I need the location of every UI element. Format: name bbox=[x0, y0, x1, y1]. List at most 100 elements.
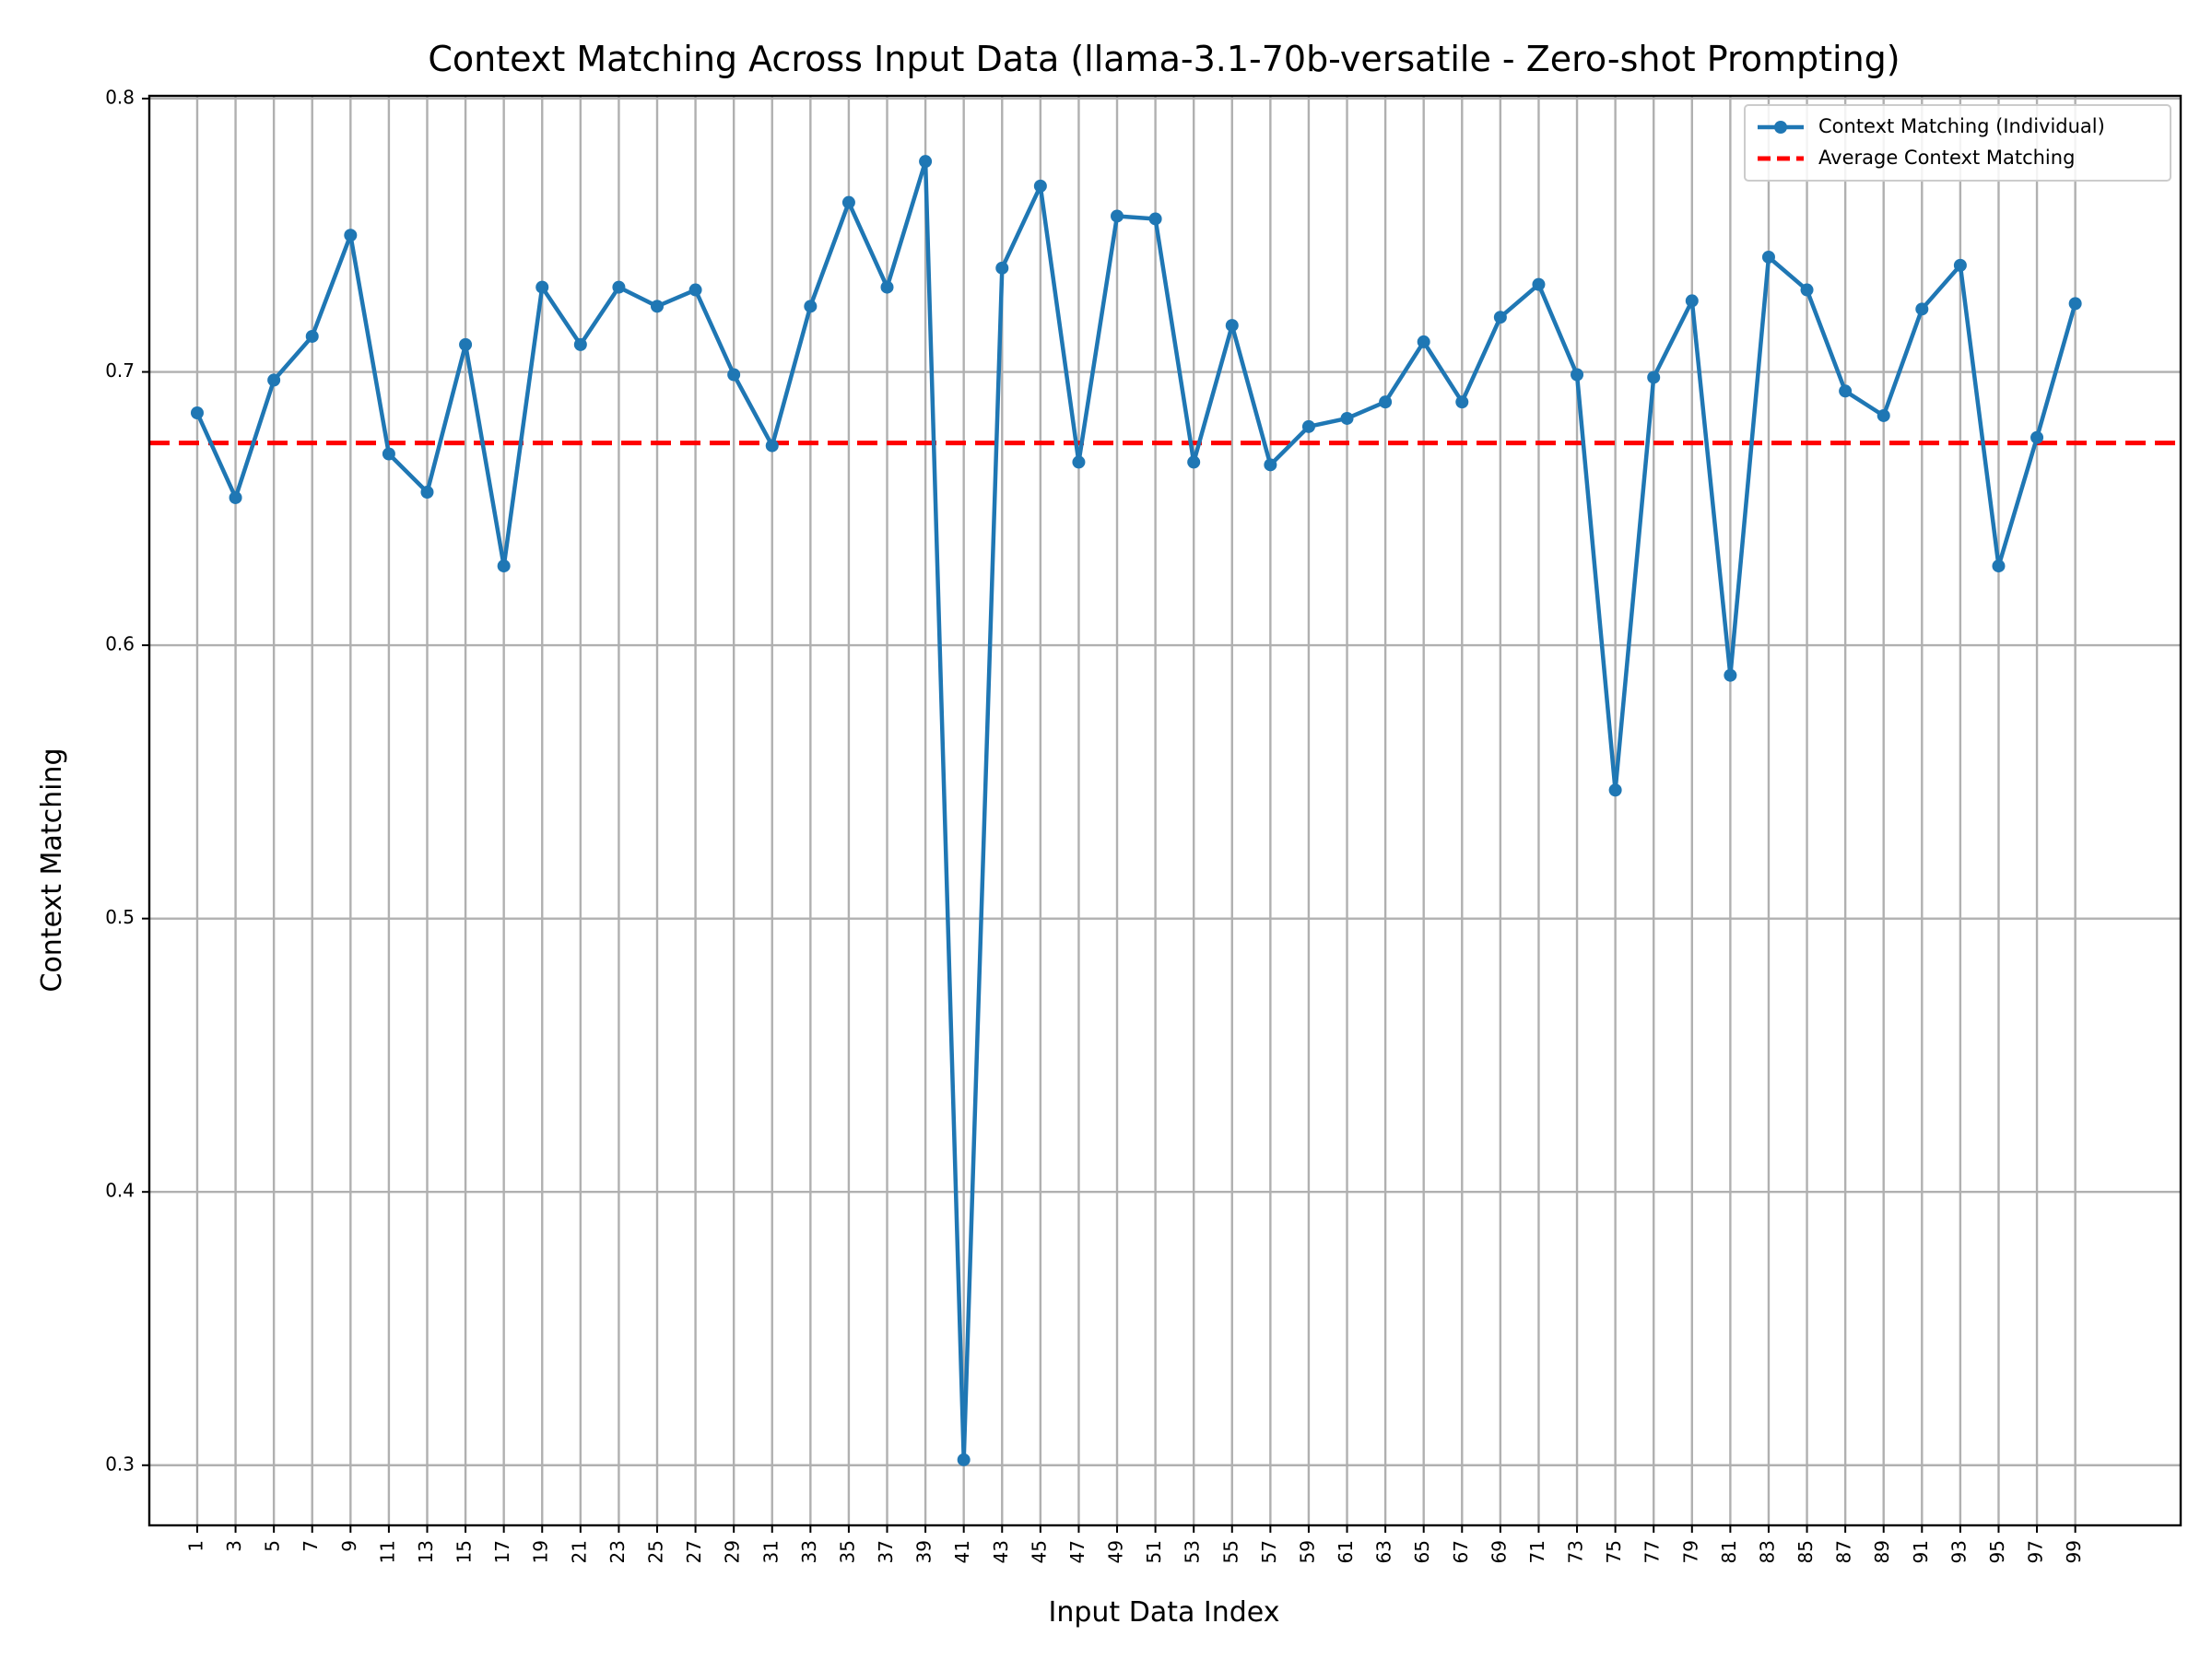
x-axis-label: Input Data Index bbox=[1049, 1596, 1280, 1629]
data-point bbox=[995, 261, 1009, 275]
x-tick-label: 43 bbox=[990, 1540, 1012, 1563]
data-point bbox=[1571, 368, 1584, 382]
data-point bbox=[497, 559, 511, 573]
x-tick-label: 47 bbox=[1066, 1540, 1088, 1563]
y-axis: 0.3 0.4 0.5 0.6 0.7 0.8 bbox=[105, 86, 149, 1475]
x-tick-label: 83 bbox=[1756, 1540, 1778, 1563]
data-point bbox=[727, 368, 741, 382]
data-point bbox=[420, 486, 434, 500]
data-point bbox=[804, 300, 818, 313]
data-point bbox=[1072, 455, 1086, 469]
x-tick-label: 3 bbox=[223, 1540, 245, 1552]
data-point bbox=[957, 1453, 971, 1466]
data-point bbox=[1187, 455, 1201, 469]
x-tick-label: 77 bbox=[1641, 1540, 1664, 1563]
x-tick-label: 21 bbox=[568, 1540, 590, 1563]
data-point bbox=[573, 337, 587, 351]
data-point bbox=[1647, 371, 1661, 384]
x-tick-label: 39 bbox=[913, 1540, 935, 1563]
data-point bbox=[344, 229, 358, 242]
x-tick-label: 67 bbox=[1450, 1540, 1472, 1563]
data-point bbox=[459, 337, 473, 351]
x-tick-label: 55 bbox=[1219, 1540, 1241, 1563]
x-tick-label: 65 bbox=[1411, 1540, 1433, 1563]
legend-label-individual: Context Matching (Individual) bbox=[1818, 115, 2105, 137]
data-point bbox=[651, 300, 664, 313]
data-point bbox=[612, 280, 626, 294]
data-point bbox=[1761, 250, 1775, 264]
y-tick-label: 0.5 bbox=[105, 906, 135, 928]
x-tick-label: 37 bbox=[875, 1540, 897, 1563]
data-point bbox=[1877, 408, 1890, 422]
data-point bbox=[1839, 384, 1853, 398]
data-point bbox=[1608, 783, 1622, 797]
x-tick-label: 19 bbox=[530, 1540, 552, 1563]
x-tick-label: 33 bbox=[798, 1540, 820, 1563]
x-tick-label: 45 bbox=[1028, 1540, 1050, 1563]
data-point bbox=[1340, 411, 1354, 425]
data-point bbox=[190, 406, 204, 420]
data-point bbox=[919, 155, 933, 169]
data-point bbox=[1455, 395, 1469, 409]
data-point bbox=[1417, 335, 1430, 348]
x-tick-label: 23 bbox=[606, 1540, 629, 1563]
data-point bbox=[229, 490, 242, 504]
y-tick-label: 0.3 bbox=[105, 1453, 135, 1475]
x-tick-label: 31 bbox=[759, 1540, 782, 1563]
x-tick-label: 93 bbox=[1947, 1540, 1970, 1563]
data-point bbox=[765, 439, 779, 453]
x-tick-label: 41 bbox=[951, 1540, 973, 1563]
x-tick-label: 95 bbox=[1986, 1540, 2008, 1563]
x-tick-label: 7 bbox=[300, 1540, 322, 1552]
data-point bbox=[1493, 311, 1507, 324]
x-tick-label: 99 bbox=[2063, 1540, 2085, 1563]
data-point bbox=[1301, 419, 1315, 433]
data-point bbox=[1379, 395, 1393, 409]
legend: Context Matching (Individual) Average Con… bbox=[1744, 104, 2171, 182]
data-point bbox=[2030, 430, 2044, 444]
x-tick-label: 71 bbox=[1526, 1540, 1548, 1563]
data-point bbox=[688, 283, 702, 297]
data-point bbox=[1800, 283, 1814, 297]
legend-label-average: Average Context Matching bbox=[1818, 147, 2075, 169]
x-tick-label: 17 bbox=[491, 1540, 513, 1563]
y-tick-label: 0.7 bbox=[105, 359, 135, 382]
y-tick-label: 0.6 bbox=[105, 633, 135, 655]
data-point bbox=[1992, 559, 2006, 573]
grid-lines bbox=[149, 96, 2181, 1525]
x-tick-label: 27 bbox=[683, 1540, 705, 1563]
y-tick-label: 0.8 bbox=[105, 86, 135, 108]
data-point bbox=[1111, 209, 1124, 223]
x-tick-label: 9 bbox=[338, 1540, 360, 1552]
data-point bbox=[841, 195, 855, 209]
x-axis: 1 3 5 7 9 11 13 15 17 19 21 23 25 27 29 31 33 35 37 39 41 43 4… bbox=[184, 1525, 2085, 1563]
y-axis-label: Context Matching bbox=[36, 748, 68, 993]
data-point bbox=[305, 329, 319, 343]
data-point bbox=[1915, 302, 1929, 316]
x-tick-label: 13 bbox=[415, 1540, 437, 1563]
x-tick-label: 97 bbox=[2025, 1540, 2047, 1563]
x-tick-label: 57 bbox=[1258, 1540, 1280, 1563]
x-tick-label: 69 bbox=[1488, 1540, 1510, 1563]
x-tick-label: 59 bbox=[1296, 1540, 1318, 1563]
x-tick-label: 91 bbox=[1910, 1540, 1932, 1563]
data-point bbox=[535, 280, 549, 294]
x-tick-label: 49 bbox=[1105, 1540, 1127, 1563]
x-tick-label: 35 bbox=[836, 1540, 858, 1563]
data-point bbox=[1724, 668, 1737, 682]
x-tick-label: 79 bbox=[1679, 1540, 1701, 1563]
data-point bbox=[1685, 294, 1699, 308]
y-tick-label: 0.4 bbox=[105, 1180, 135, 1202]
x-tick-label: 73 bbox=[1565, 1540, 1587, 1563]
x-tick-label: 61 bbox=[1335, 1540, 1357, 1563]
series-layer bbox=[190, 155, 2082, 1466]
x-tick-label: 85 bbox=[1794, 1540, 1817, 1563]
data-point bbox=[1953, 258, 1967, 272]
data-point bbox=[2068, 297, 2082, 311]
x-tick-label: 29 bbox=[722, 1540, 744, 1563]
data-point bbox=[1532, 277, 1546, 291]
data-point bbox=[267, 373, 281, 387]
data-point bbox=[382, 447, 395, 461]
data-point bbox=[1033, 179, 1047, 193]
